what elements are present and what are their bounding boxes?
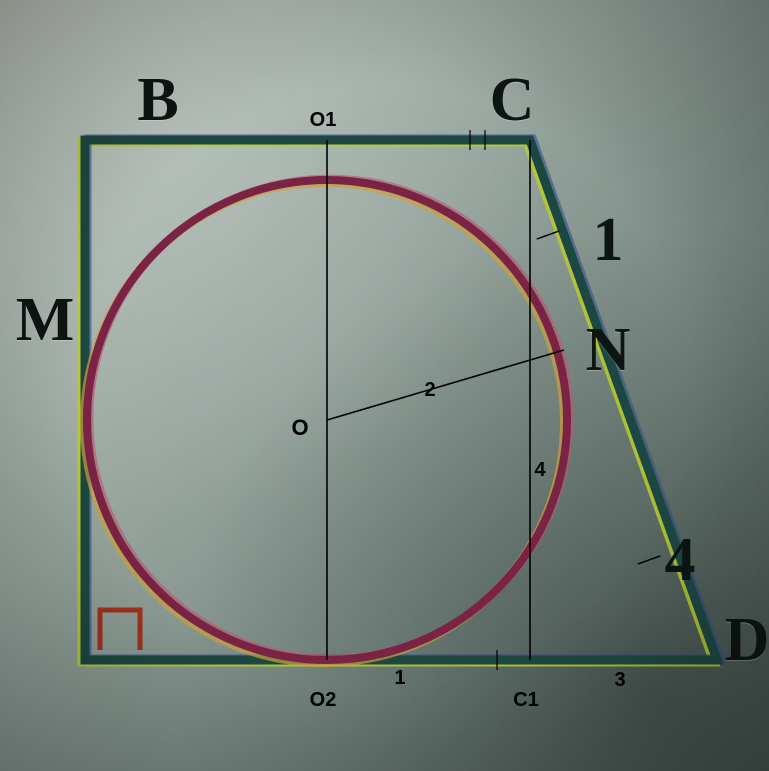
trapezoid-main (85, 140, 717, 660)
tick-ND (638, 556, 661, 564)
geometry-svg (0, 0, 769, 771)
figure-stage: B C M N D 1 4 O O1 O2 C1 1 2 3 4 (0, 0, 769, 771)
line-ON (327, 350, 564, 420)
trapezoid-yellow-offset (82, 142, 714, 662)
right-angle-marker (100, 610, 140, 650)
